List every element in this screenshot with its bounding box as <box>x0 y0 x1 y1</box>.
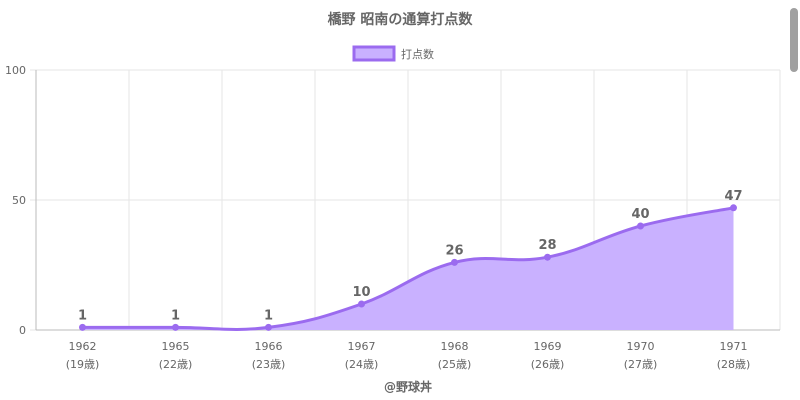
x-tick-label: 1966 <box>255 340 283 353</box>
x-tick-label: 1968 <box>441 340 469 353</box>
data-labels: 1 1 1 10 26 28 40 47 <box>78 189 743 324</box>
y-tick-label: 50 <box>12 194 26 207</box>
series-area <box>82 207 734 330</box>
x-tick-sublabel: (26歳) <box>531 358 565 371</box>
data-point <box>265 323 272 331</box>
data-label: 1 <box>264 308 273 323</box>
data-label: 1 <box>171 308 180 323</box>
x-tick-label: 1965 <box>162 340 190 353</box>
data-label: 1 <box>78 308 87 323</box>
data-label: 47 <box>724 189 742 204</box>
data-point <box>451 258 458 266</box>
data-point <box>730 204 737 212</box>
data-label: 10 <box>352 285 370 300</box>
x-tick-label: 1971 <box>720 340 748 353</box>
x-tick-sublabel: (22歳) <box>159 358 193 371</box>
chart-title: 橋野 昭南の通算打点数 <box>328 11 474 28</box>
y-tick-label: 0 <box>19 324 26 337</box>
x-tick-sublabel: (25歳) <box>438 358 472 371</box>
x-axis-labels: 1962 (19歳) 1965 (22歳) 1966 (23歳) 1967 (24歳) 1968… <box>66 340 751 371</box>
data-point <box>637 222 644 230</box>
credit-text: @野球丼 <box>384 379 432 394</box>
data-points <box>79 204 737 331</box>
y-axis-labels: 0 50 100 <box>5 64 26 337</box>
series-line <box>82 206 734 331</box>
x-tick-label: 1967 <box>348 340 376 353</box>
x-tick-label: 1970 <box>627 340 655 353</box>
data-point <box>79 323 86 331</box>
x-tick-label: 1962 <box>69 340 97 353</box>
legend[interactable]: 打点数 <box>352 45 434 62</box>
y-tick-label: 100 <box>5 64 26 77</box>
data-point <box>172 323 179 331</box>
data-point <box>544 253 551 261</box>
data-label: 40 <box>631 207 649 222</box>
legend-swatch <box>352 45 396 62</box>
x-tick-sublabel: (19歳) <box>66 358 100 371</box>
x-tick-sublabel: (23歳) <box>252 358 286 371</box>
x-tick-sublabel: (27歳) <box>624 358 658 371</box>
x-tick-sublabel: (24歳) <box>345 358 379 371</box>
data-label: 26 <box>445 243 463 258</box>
data-label: 28 <box>538 238 556 253</box>
x-tick-label: 1969 <box>534 340 562 353</box>
legend-label: 打点数 <box>401 47 434 61</box>
x-tick-sublabel: (28歳) <box>717 358 751 371</box>
data-point <box>358 300 365 308</box>
scrollbar-thumb[interactable] <box>790 8 798 72</box>
